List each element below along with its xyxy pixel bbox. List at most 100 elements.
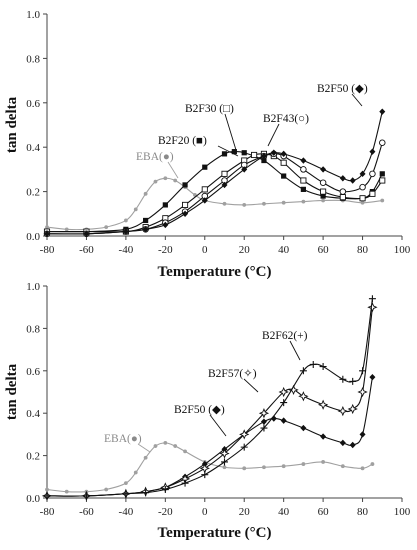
annotation-leader [224,113,237,151]
data-point [163,440,168,445]
data-point [104,225,109,230]
x-tick-label: -20 [158,244,173,256]
x-tick-label: 100 [394,244,411,256]
data-point [300,177,307,184]
data-point [222,201,227,206]
data-point [182,201,189,208]
data-point [221,170,228,177]
data-point [280,159,287,166]
data-point [379,139,386,147]
data-point [300,157,307,164]
x-tick-label: -80 [40,506,55,518]
data-point [161,486,169,494]
data-point [298,391,309,402]
data-point [270,149,277,156]
data-point [359,195,366,202]
data-point [370,462,375,466]
data-point [368,295,376,303]
data-point [369,170,376,178]
data-point [64,489,69,494]
data-point [320,433,327,440]
data-point [360,200,365,205]
y-tick-label: 0.6 [26,366,40,378]
data-point [122,490,130,498]
series-annotation: B2F50 (◆) [317,83,368,95]
data-point [339,194,346,201]
data-point [163,176,168,181]
data-point [339,375,347,383]
data-point [321,198,326,203]
series-annotation: B2F62(+) [262,330,308,342]
series-line [46,150,383,233]
data-point [319,179,327,186]
data-point [64,227,69,232]
data-point [281,200,286,205]
data-point [379,177,386,184]
annotation-leader [167,161,179,179]
series-line [46,111,383,235]
x-tick-label: 20 [239,506,251,518]
data-point [280,399,288,407]
data-point [142,226,149,233]
x-tick-label: 80 [357,244,369,256]
series-0 [45,440,375,494]
data-point [349,377,357,385]
x-tick-label: 40 [278,506,290,518]
data-point [182,210,189,217]
y-tick-label: 0.4 [26,408,40,420]
x-tick-label: -80 [40,244,55,256]
data-point [143,191,148,196]
series-line [46,442,373,493]
y-axis-label: tan delta [4,96,20,153]
data-point [202,164,208,170]
x-tick-label: 0 [202,506,208,518]
series-annotation: B2F20 (■) [158,135,207,147]
data-point [242,203,247,207]
series-4 [44,108,386,237]
series-3 [43,295,376,500]
data-point [299,367,307,375]
data-point [45,225,49,230]
data-point [142,489,150,497]
x-tick-label: -20 [158,506,173,518]
y-tick-label: 1.0 [26,281,40,293]
y-tick-label: 0.8 [26,53,40,65]
data-point [260,424,268,432]
data-point [133,470,138,475]
data-point [201,197,208,204]
data-point [43,492,51,500]
data-point [260,152,267,160]
data-point [45,487,49,492]
series-line [46,298,373,497]
y-axis-label: tan delta [4,363,20,420]
series-0 [45,176,385,232]
data-point [281,173,287,179]
x-tick-label: 40 [278,244,290,256]
x-axis-label: Temperature (°C) [158,264,272,280]
y-tick-label: 1.0 [26,9,40,21]
data-point [339,439,346,447]
data-point [82,492,90,500]
data-point [320,188,327,195]
x-tick-label: 20 [239,244,251,256]
y-tick-label: 0.6 [26,98,40,110]
data-point [44,230,50,237]
data-point [301,462,306,466]
data-point [241,150,247,156]
series-annotation: B2F50 (◆) [174,404,225,416]
data-point [300,166,307,173]
y-tick-label: 0.0 [26,231,40,243]
chart-top: 0.0 0.2 0.4 0.6 0.8 1.0 -80 -60 -40 -20 0 20 40 60 80 1… [4,9,411,280]
data-point [349,177,356,184]
x-tick-label: 60 [318,244,330,256]
series-annotation: EBA(●) [104,433,142,445]
data-point [270,415,277,422]
x-tick-label: 0 [202,244,208,256]
data-point [251,151,258,159]
annotation-leader [217,145,239,157]
data-point [123,218,128,223]
x-tick-label: -60 [79,506,94,518]
data-point [181,479,189,487]
annotation-leader [351,93,363,107]
